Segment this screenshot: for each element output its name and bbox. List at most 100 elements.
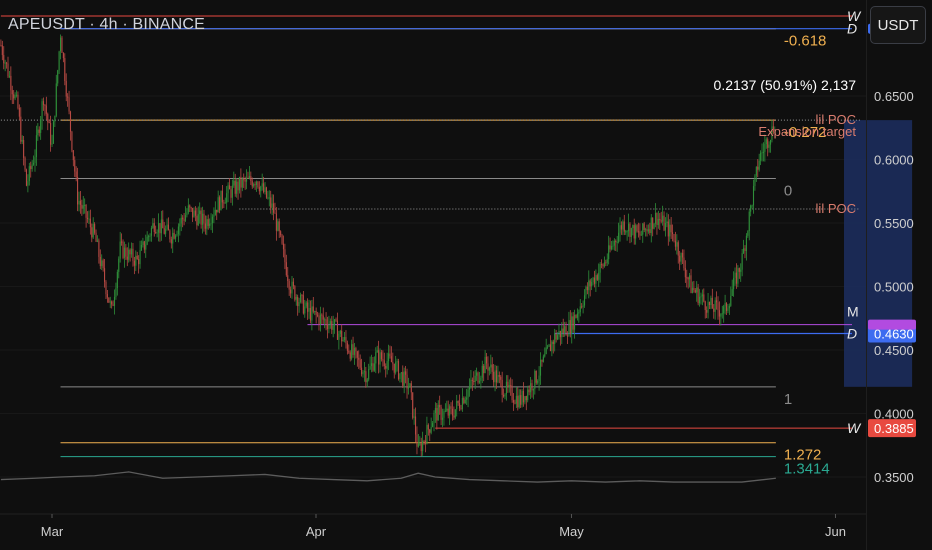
candle-body: [183, 219, 185, 221]
candle-body: [126, 256, 128, 260]
candle-body: [101, 260, 103, 267]
candle-body: [690, 275, 692, 293]
candle-body: [589, 280, 591, 287]
candle-body: [549, 344, 551, 352]
candle-body: [206, 219, 208, 229]
candle-body: [679, 255, 681, 262]
candle-body: [165, 229, 167, 234]
candle-body: [102, 260, 104, 269]
candle-body: [468, 386, 471, 390]
candle-body: [52, 121, 54, 144]
candle-body: [301, 294, 303, 296]
candle-body: [214, 209, 216, 215]
candle-body: [592, 277, 594, 283]
x-tick-label: Jun: [825, 524, 846, 539]
candle-body: [314, 310, 316, 312]
candle-body: [251, 181, 253, 187]
candle-body: [426, 424, 428, 444]
candle-body: [121, 241, 123, 243]
candle-body: [346, 343, 348, 351]
candle-body: [691, 287, 693, 293]
currency-button[interactable]: USDT: [870, 6, 926, 44]
candle-body: [118, 258, 120, 272]
candle-body: [260, 186, 262, 192]
candle-body: [382, 359, 384, 361]
candle-body: [58, 51, 60, 71]
candle-body: [595, 275, 597, 284]
candle-body: [534, 370, 536, 389]
candle-body: [342, 339, 344, 342]
candle-body: [483, 365, 485, 374]
candle-body: [91, 227, 93, 238]
candle-body: [405, 371, 407, 375]
candle-body: [8, 75, 10, 77]
poc-label: lil POC: [816, 201, 856, 216]
candle-body: [420, 443, 422, 452]
candle-body: [159, 223, 161, 234]
candle-body: [246, 177, 248, 182]
candle-body: [743, 248, 745, 254]
candle-body: [30, 166, 32, 170]
candle-body: [69, 111, 72, 132]
candle-body: [680, 252, 682, 262]
candle-body: [11, 90, 13, 95]
candle-body: [280, 231, 282, 236]
candle-body: [115, 288, 117, 297]
candle-body: [654, 212, 657, 224]
candle-body: [643, 223, 645, 230]
candle-body: [307, 302, 309, 312]
candle-body: [213, 214, 215, 217]
level-label: W: [847, 8, 862, 24]
candle-body: [637, 231, 640, 233]
candle-body: [348, 350, 350, 353]
candle-body: [180, 217, 182, 224]
candle-body: [284, 249, 286, 263]
candle-body: [318, 315, 320, 325]
level-label: D: [847, 21, 857, 37]
candle-body: [443, 411, 445, 418]
candle-body: [414, 416, 417, 435]
candle-body: [582, 305, 584, 307]
candle-body: [629, 223, 631, 237]
candle-body: [184, 215, 187, 221]
candle-body: [725, 303, 728, 311]
candle-body: [78, 200, 80, 205]
candle-body: [379, 352, 381, 365]
candle-body: [723, 306, 725, 314]
candle-body: [199, 210, 201, 215]
candle-body: [453, 415, 455, 418]
candle-body: [288, 280, 290, 290]
candle-body: [334, 319, 336, 326]
candle-body: [170, 239, 172, 244]
candle-body: [609, 245, 611, 250]
candle-body: [363, 371, 365, 373]
candle-body: [441, 417, 444, 420]
candle-body: [255, 181, 258, 185]
candle-body: [358, 357, 360, 360]
candle-body: [123, 247, 125, 258]
candle-body: [233, 180, 235, 186]
candle-body: [375, 352, 377, 364]
candle-body: [238, 176, 241, 191]
candle-body: [294, 286, 296, 300]
candle-body: [40, 119, 42, 133]
candle-body: [588, 280, 590, 291]
candle-body: [579, 306, 581, 313]
candle-body: [297, 296, 299, 307]
candle-body: [478, 380, 480, 383]
candle-body: [585, 286, 587, 296]
candle-body: [352, 344, 354, 355]
candle-body: [666, 221, 668, 223]
candle-body: [470, 379, 472, 387]
candle-body: [575, 314, 577, 318]
candle-body: [558, 330, 560, 336]
candle-body: [155, 231, 157, 233]
candle-body: [603, 262, 605, 267]
candle-body: [311, 306, 313, 321]
candle-body: [538, 375, 540, 382]
candle-body: [234, 180, 236, 194]
candle-body: [451, 408, 454, 416]
candle-body: [717, 302, 719, 311]
candle-body: [625, 231, 627, 233]
